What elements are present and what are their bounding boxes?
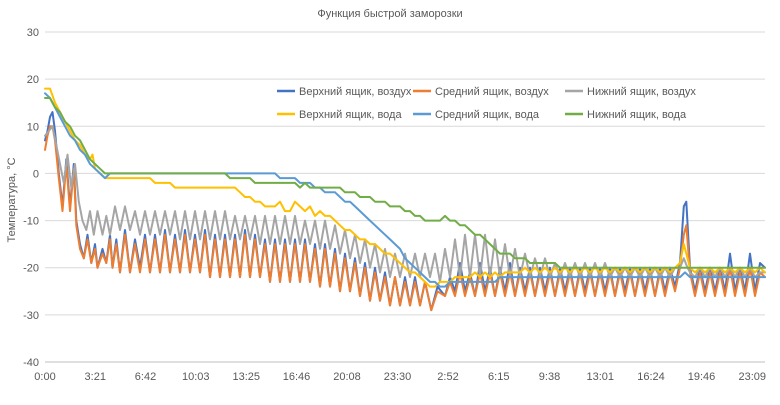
legend-label: Средний ящик, вода <box>435 109 540 121</box>
x-tick-label: 19:46 <box>688 371 716 383</box>
legend-item-6: Нижний ящик, вода <box>565 109 687 121</box>
x-tick-label: 6:15 <box>488 371 509 383</box>
legend-item-5: Средний ящик, вода <box>413 109 540 121</box>
x-tick-label: 16:24 <box>637 371 665 383</box>
y-tick-label: -20 <box>23 263 39 275</box>
legend-label: Верхний ящик, вода <box>299 109 402 121</box>
legend-label: Верхний ящик, воздух <box>299 86 412 98</box>
axis-labels: -40 -30 -20 -10 0 10 20 30 0:00 3:21 6:42 10:03 13:2… <box>23 27 766 383</box>
y-tick-label: -40 <box>23 357 39 369</box>
x-tick-label: 10:03 <box>182 371 210 383</box>
series-lines <box>44 87 766 312</box>
y-tick-label: -10 <box>23 216 39 228</box>
x-tick-label: 23:09 <box>738 371 766 383</box>
x-tick-label: 20:08 <box>333 371 361 383</box>
y-tick-label: -30 <box>23 310 39 322</box>
x-tick-label: 23:30 <box>384 371 412 383</box>
x-tick-label: 13:25 <box>232 371 260 383</box>
y-tick-label: 20 <box>27 74 39 86</box>
y-axis-label: Температура, °C <box>6 157 18 242</box>
legend-item-3: Нижний ящик, воздух <box>565 86 696 98</box>
x-tick-label: 3:21 <box>85 371 106 383</box>
series-line-6 <box>44 97 766 269</box>
x-tick-label: 2:52 <box>437 371 458 383</box>
legend-item-1: Верхний ящик, воздух <box>277 86 412 98</box>
y-tick-label: 30 <box>27 27 39 39</box>
series-line-2 <box>44 125 766 312</box>
legend-item-2: Средний ящик, воздух <box>413 86 549 98</box>
chart-title: Функция быстрой заморозки <box>317 8 462 20</box>
x-tick-label: 16:46 <box>283 371 311 383</box>
x-tick-label: 13:01 <box>586 371 614 383</box>
y-tick-label: 0 <box>33 168 39 180</box>
x-tick-label: 9:38 <box>539 371 560 383</box>
legend-label: Нижний ящик, вода <box>587 109 687 121</box>
legend-label: Средний ящик, воздух <box>435 86 549 98</box>
x-tick-label: 6:42 <box>135 371 156 383</box>
legend-item-4: Верхний ящик, вода <box>277 109 402 121</box>
series-line-4 <box>44 87 766 288</box>
x-tick-label: 0:00 <box>34 371 55 383</box>
gridlines <box>45 31 765 363</box>
legend: Верхний ящик, воздух Средний ящик, воздух… <box>277 86 696 121</box>
y-tick-label: 10 <box>27 121 39 133</box>
legend-label: Нижний ящик, воздух <box>587 86 696 98</box>
